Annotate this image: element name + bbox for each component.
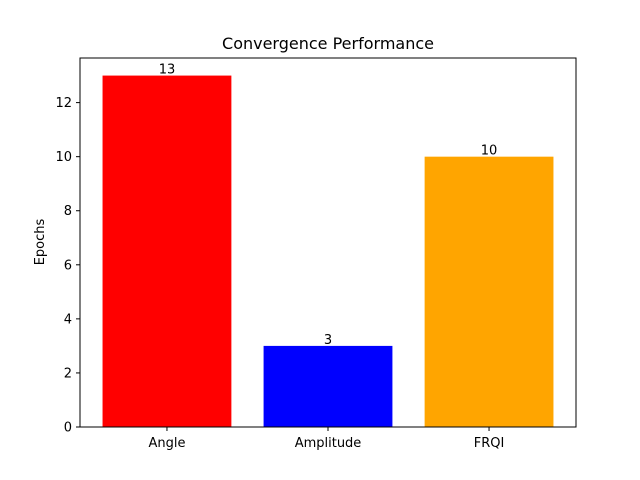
bar-frqi (424, 156, 554, 427)
y-tick-label-10: 10 (55, 150, 72, 165)
data-label-angle: 13 (159, 63, 176, 78)
x-axis: Angle Amplitude FRQI (148, 427, 504, 451)
y-axis: 0 2 4 6 8 10 12 (55, 96, 80, 436)
bars-group (102, 75, 554, 428)
y-axis-label: Epochs (33, 218, 48, 265)
y-tick-label-12: 12 (55, 96, 72, 111)
data-label-frqi: 10 (481, 144, 498, 159)
y-tick-label-0: 0 (64, 421, 72, 436)
y-tick-label-2: 2 (64, 366, 72, 381)
chart-title: Convergence Performance (222, 34, 434, 53)
y-tick-label-4: 4 (64, 312, 72, 327)
y-tick-label-6: 6 (64, 258, 72, 273)
x-tick-label-amplitude: Amplitude (295, 436, 362, 451)
bar-amplitude (263, 345, 393, 427)
y-tick-label-8: 8 (64, 204, 72, 219)
data-labels-group: 13 3 10 (159, 63, 498, 348)
x-tick-label-frqi: FRQI (474, 436, 505, 451)
x-tick-label-angle: Angle (148, 436, 185, 451)
bar-angle (102, 75, 232, 428)
data-label-amplitude: 3 (324, 333, 332, 348)
